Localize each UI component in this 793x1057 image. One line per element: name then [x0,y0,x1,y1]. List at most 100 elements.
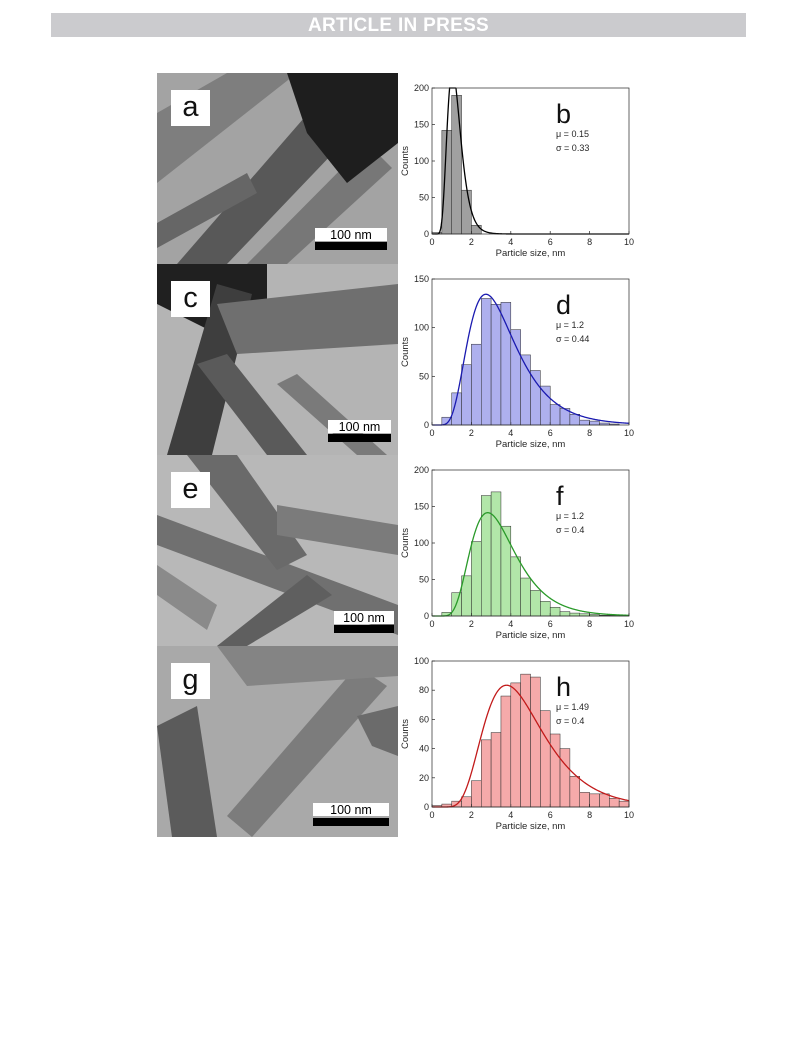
panel-label: h [556,672,571,702]
x-axis-label: Particle size, nm [496,821,566,832]
sigma-label: σ = 0.44 [556,334,589,344]
x-tick-label: 0 [429,810,434,820]
y-axis-label: Counts [400,719,411,749]
sigma-label: σ = 0.4 [556,716,584,726]
tem-image-g: g 100 nm [157,646,398,837]
x-tick-label: 2 [469,619,474,629]
x-tick-label: 2 [469,428,474,438]
histogram-d: 0 2 4 6 8 10 0 50 100 150 Particle size, nm Counts d… [398,264,640,455]
scale-label-e: 100 nm [334,611,394,625]
y-tick-label: 50 [419,193,429,203]
y-tick-label: 0 [424,420,429,430]
histogram-bar [559,611,571,617]
histogram-bar [549,606,561,617]
tem-image-c: c 100 nm [157,264,398,455]
histogram-bar [549,404,561,426]
x-tick-label: 4 [508,237,513,247]
y-tick-label: 40 [419,744,429,754]
histogram-bar [609,797,620,808]
histogram-bar [510,556,521,617]
y-tick-label: 200 [414,465,429,475]
y-tick-label: 0 [424,611,429,621]
axes-frame [431,278,630,426]
histogram-bar [530,590,541,617]
histogram-bar [530,676,541,808]
y-tick-label: 0 [424,229,429,239]
y-tick-label: 50 [419,575,429,585]
y-tick-label: 50 [419,371,429,381]
x-axis-label: Particle size, nm [496,248,566,259]
histogram-bar [569,414,580,426]
histogram-bar [520,577,531,617]
x-tick-label: 6 [548,810,553,820]
x-tick-label: 0 [429,619,434,629]
histogram-bar [559,748,571,808]
mu-label: μ = 0.15 [556,129,589,139]
y-tick-label: 100 [414,156,429,166]
x-tick-label: 6 [548,619,553,629]
histogram-bar [471,541,482,617]
histogram-bar [471,780,482,808]
x-tick-label: 4 [508,428,513,438]
histogram-bar [579,419,590,426]
x-tick-label: 4 [508,619,513,629]
x-axis-label: Particle size, nm [496,439,566,450]
tem-image-e: e 100 nm [157,455,398,646]
x-tick-label: 2 [469,237,474,247]
x-tick-label: 0 [429,237,434,247]
tem-image-a: a 100 nm [157,73,398,264]
y-tick-label: 100 [414,538,429,548]
y-tick-label: 80 [419,685,429,695]
y-tick-label: 150 [414,120,429,130]
histogram-b: 0 2 4 6 8 10 0 50 100 150 200 Particle size, nm Coun… [398,73,640,264]
panel-label-e: e [171,472,210,508]
scale-label-c: 100 nm [328,420,391,434]
y-tick-label: 200 [414,83,429,93]
histogram-bar [599,793,610,808]
histogram-bar [569,612,580,617]
y-tick-label: 150 [414,274,429,284]
fit-curve [432,293,630,426]
histogram-h: 0 2 4 6 8 10 0 20 40 60 80 100 Particle size, nm Coun… [398,646,640,837]
x-tick-label: 8 [587,619,592,629]
histogram-bar [500,695,512,808]
histogram-bar [579,792,590,808]
panel-label: b [556,99,571,129]
x-tick-label: 10 [624,810,634,820]
x-axis-label: Particle size, nm [496,630,566,641]
y-tick-label: 100 [414,323,429,333]
histogram-f: 0 2 4 6 8 10 0 50 100 150 200 Particle size, nm Coun… [398,455,640,646]
x-tick-label: 4 [508,810,513,820]
histogram-bar [500,302,512,426]
histogram-bar [471,224,482,235]
histogram-bar [481,298,492,426]
scale-bar-a [315,242,387,250]
scale-label-a: 100 nm [315,228,387,242]
panel-label: d [556,290,571,320]
mu-label: μ = 1.2 [556,320,584,330]
mu-label: μ = 1.2 [556,511,584,521]
tem-micrograph-a [157,73,398,264]
y-tick-label: 150 [414,502,429,512]
histogram-bar [451,95,462,235]
panel-label-g: g [171,663,210,699]
x-tick-label: 6 [548,237,553,247]
y-tick-label: 0 [424,802,429,812]
x-tick-label: 6 [548,428,553,438]
histogram-bar [510,329,521,426]
histogram-bar [500,525,512,617]
histogram-bar [530,370,541,426]
histogram-bar [471,343,482,426]
x-tick-label: 8 [587,428,592,438]
histogram-bar [540,385,551,426]
histogram-bar [481,739,492,808]
histogram-bar [540,601,551,617]
fit-curve [432,684,630,808]
mu-label: μ = 1.49 [556,702,589,712]
y-tick-label: 100 [414,656,429,666]
article-in-press-banner: ARTICLE IN PRESS [51,13,746,37]
histogram-bar [490,491,502,617]
y-axis-label: Counts [400,528,411,558]
histogram-bar [510,682,521,808]
histogram-bar [549,733,561,808]
